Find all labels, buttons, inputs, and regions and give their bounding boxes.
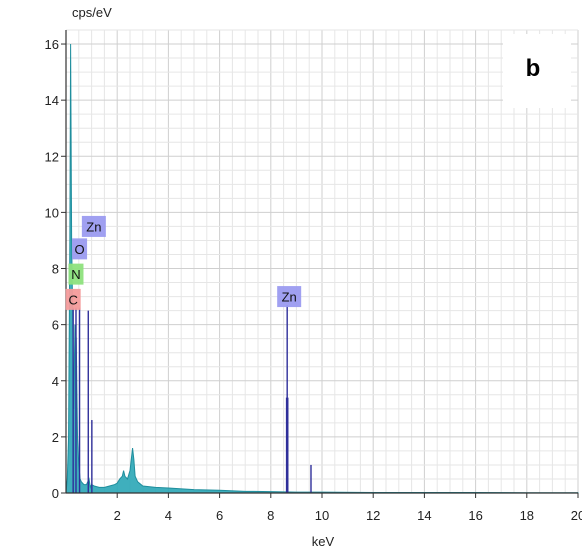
marker-layer [72, 304, 312, 493]
element-badge [277, 286, 302, 308]
x-axis-title: keV [312, 534, 335, 549]
element-badge-label: Zn [86, 219, 101, 234]
y-tick-label: 8 [52, 262, 59, 277]
x-tick-label: 4 [165, 508, 172, 523]
y-tick-label: 12 [45, 149, 59, 164]
y-tick-label: 4 [52, 374, 59, 389]
element-badge [65, 288, 81, 310]
x-tick-label: 8 [267, 508, 274, 523]
x-tick-label: 16 [468, 508, 482, 523]
y-tick-label: 2 [52, 430, 59, 445]
grid-layer [65, 29, 579, 494]
x-tick-label: 2 [114, 508, 121, 523]
element-badge [81, 215, 106, 237]
y-tick-label: 16 [45, 37, 59, 52]
y-tick-label: 0 [52, 486, 59, 501]
x-tick-label: 14 [417, 508, 431, 523]
element-badge [72, 238, 88, 260]
panel-label-box [503, 34, 571, 108]
x-tick-label: 6 [216, 508, 223, 523]
element-badge-label: Zn [282, 290, 297, 305]
y-tick-label: 6 [52, 318, 59, 333]
element-badge-label: O [75, 242, 85, 257]
element-badge-label: C [68, 292, 77, 307]
x-tick-label: 10 [315, 508, 329, 523]
axis-layer: 2 4 6 8 10 12 14 16 18 20 0 2 4 6 8 10 12 14 16 [45, 30, 582, 523]
x-tick-label: 12 [366, 508, 380, 523]
y-axis-title: cps/eV [72, 5, 112, 20]
x-tick-label: 18 [520, 508, 534, 523]
element-badge [68, 263, 84, 285]
x-tick-label: 20 [571, 508, 582, 523]
y-tick-label: 10 [45, 205, 59, 220]
panel-label: b [526, 55, 541, 82]
element-badge-label: N [71, 267, 80, 282]
y-tick-label: 14 [45, 93, 59, 108]
